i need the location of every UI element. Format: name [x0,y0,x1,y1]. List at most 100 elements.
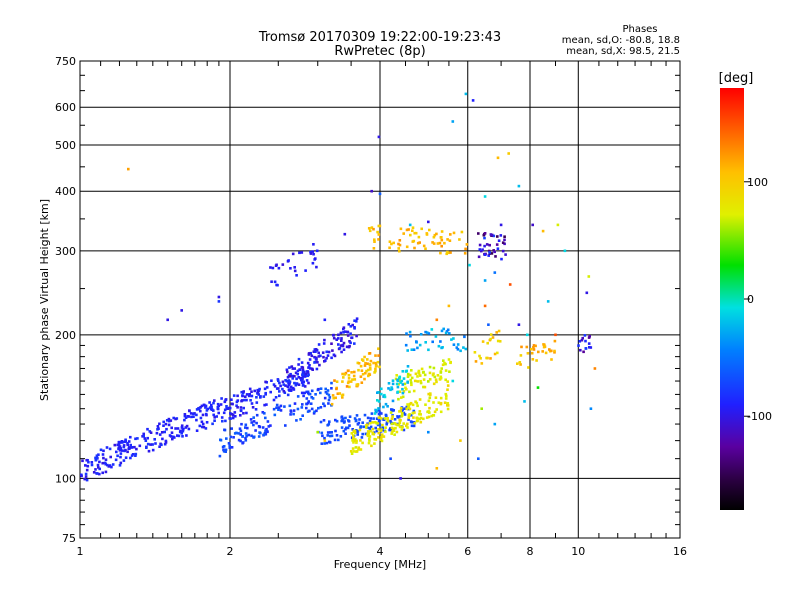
data-point [405,388,408,391]
data-point [279,384,282,388]
data-point [440,244,443,248]
data-point [354,419,358,423]
data-point [161,437,164,441]
data-point [485,243,489,246]
data-point [221,419,224,423]
data-point [244,426,247,429]
data-point [311,397,315,400]
data-point [330,342,333,345]
data-point [300,406,304,409]
data-point [307,373,310,377]
data-point [250,390,253,393]
data-point [424,403,427,406]
data-point [308,358,312,361]
data-point [430,414,433,418]
data-point [432,401,435,404]
data-point [428,378,432,381]
data-point [101,461,104,465]
data-point [181,427,185,431]
data-point [322,419,326,422]
data-point [80,474,83,478]
data-point [425,416,429,419]
y-tick-label: 200 [55,329,76,342]
data-point [381,426,384,430]
data-point [321,434,324,438]
data-point [439,402,443,406]
data-point [99,448,103,452]
data-point [167,417,171,421]
data-point [382,435,386,438]
data-point [439,251,442,255]
data-point [240,390,243,394]
data-point [500,257,503,261]
data-point [119,452,123,455]
data-point [447,304,451,308]
data-point [412,389,416,393]
data-point [167,419,171,423]
colorbar-unit-label: [deg] [719,71,754,86]
data-point [435,380,438,384]
data-point [86,464,90,468]
data-point [400,428,404,431]
data-point [399,381,402,384]
data-point [209,407,213,411]
data-point [348,340,351,343]
data-point [432,372,435,375]
data-point [422,378,426,381]
data-point [120,449,124,452]
data-point [492,249,495,252]
data-point [446,380,449,383]
data-point [225,405,228,408]
data-point [326,431,330,434]
data-point [408,402,412,406]
data-point [439,396,443,400]
data-point [377,354,380,357]
data-point [388,240,392,243]
data-point [444,369,448,372]
data-point [307,366,310,369]
data-point [373,371,376,374]
data-point [339,344,343,347]
data-point [420,227,423,231]
data-point [488,251,491,254]
data-point [293,266,296,269]
data-point [349,341,352,345]
data-point [421,371,425,374]
data-point [187,427,191,431]
data-point [102,449,105,453]
data-point [307,400,310,403]
data-point [165,419,169,422]
data-point [584,347,588,350]
data-point [115,450,118,454]
data-point [174,427,177,430]
data-point [278,394,281,398]
data-point [380,433,384,436]
data-point [304,269,307,272]
data-point [118,449,122,452]
data-point [493,271,497,274]
data-point [239,433,242,436]
data-point [587,342,591,345]
data-point [525,345,529,349]
data-point [241,441,244,445]
data-point [245,411,248,415]
phases-line-x: mean, sd,X: 98.5, 21.5 [566,46,680,57]
data-point [274,396,278,399]
data-point [326,354,330,357]
data-point [443,361,446,365]
data-point [272,398,276,402]
data-point [392,241,395,245]
data-point [445,252,448,256]
data-point [406,403,409,406]
data-point [440,236,443,239]
data-point [291,386,295,390]
data-point [359,448,363,451]
data-point [324,359,327,362]
data-point [333,354,337,358]
data-point [526,352,530,355]
data-point [401,383,405,386]
data-point [318,363,321,367]
data-point [378,423,382,427]
data-point [416,380,420,383]
data-point [185,434,188,437]
